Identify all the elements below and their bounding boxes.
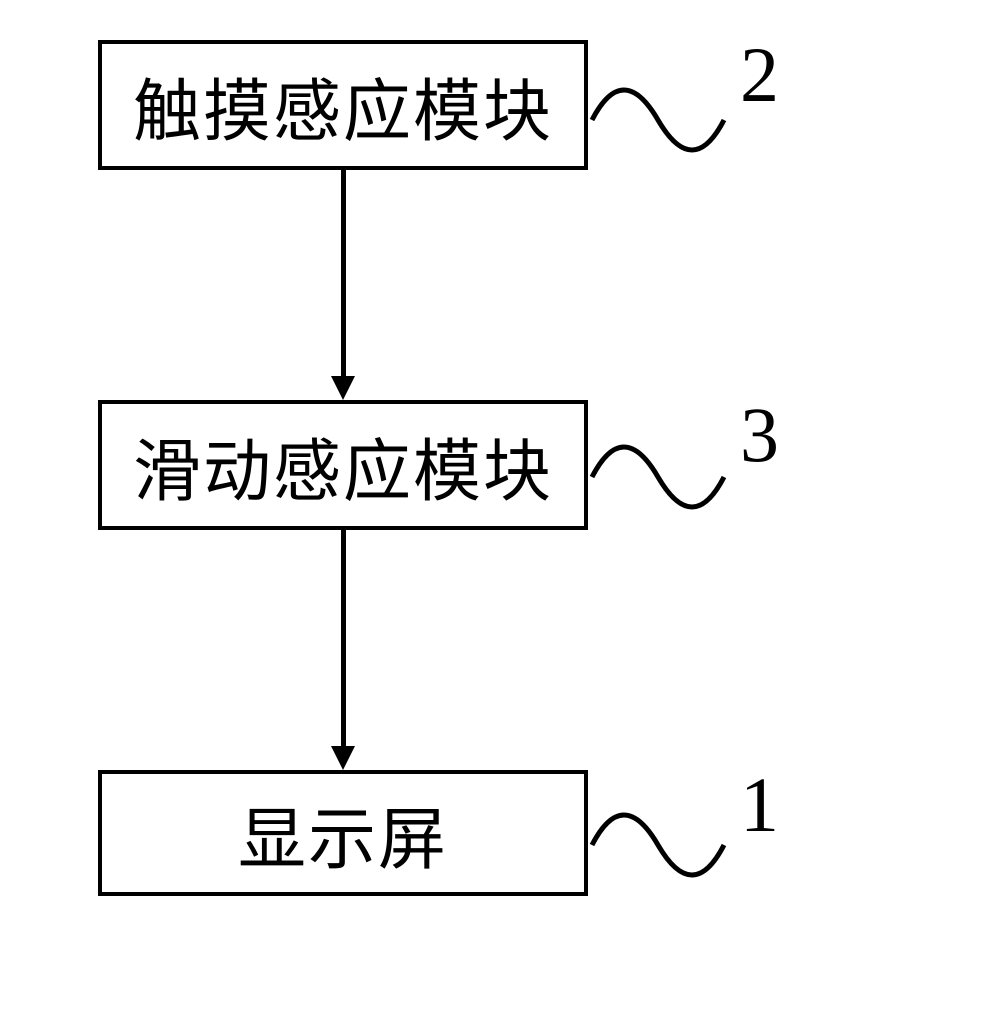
arrow-head-icon (331, 746, 355, 770)
arrow-connector (341, 530, 346, 748)
reference-number: 1 (740, 760, 779, 850)
box-label: 显示屏 (238, 784, 448, 883)
reference-number: 3 (740, 390, 779, 480)
box-label: 触摸感应模块 (133, 56, 553, 155)
connector-wave-icon (588, 432, 728, 522)
flowchart-box-display: 显示屏 (98, 770, 588, 896)
flowchart-box-slide-sensor: 滑动感应模块 (98, 400, 588, 530)
arrow-connector (341, 170, 346, 376)
flowchart-box-touch-sensor: 触摸感应模块 (98, 40, 588, 170)
box-label: 滑动感应模块 (133, 416, 553, 515)
arrow-head-icon (331, 376, 355, 400)
connector-wave-icon (588, 800, 728, 890)
reference-number: 2 (740, 30, 779, 120)
connector-wave-icon (588, 75, 728, 165)
